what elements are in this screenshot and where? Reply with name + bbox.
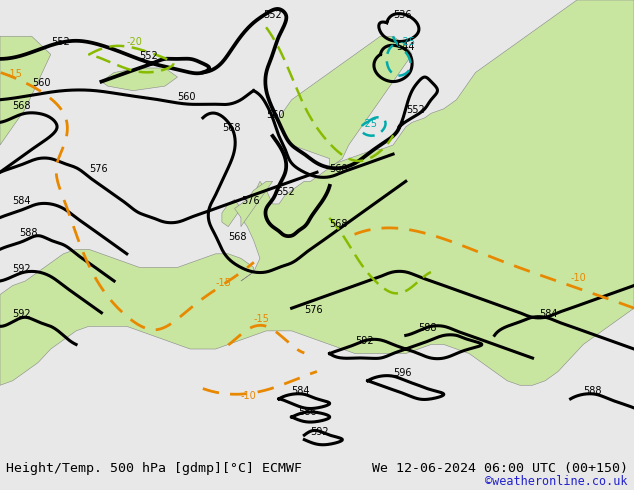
- Polygon shape: [235, 181, 273, 226]
- Text: 584: 584: [292, 386, 310, 396]
- Text: 568: 568: [222, 123, 240, 133]
- Text: 584: 584: [539, 309, 557, 319]
- Text: -15: -15: [216, 277, 231, 288]
- Text: 584: 584: [13, 196, 31, 206]
- Text: -15: -15: [6, 69, 22, 79]
- Text: -10: -10: [571, 273, 586, 283]
- Text: 568: 568: [330, 219, 348, 229]
- Text: 576: 576: [89, 164, 107, 174]
- Text: -10: -10: [241, 391, 257, 401]
- Text: 568: 568: [228, 232, 247, 242]
- Text: -25: -25: [399, 37, 415, 48]
- Polygon shape: [279, 36, 412, 168]
- Text: 544: 544: [396, 42, 415, 52]
- Text: 592: 592: [13, 309, 31, 319]
- Polygon shape: [222, 199, 241, 226]
- Text: We 12-06-2024 06:00 UTC (00+150): We 12-06-2024 06:00 UTC (00+150): [372, 463, 628, 475]
- Text: 536: 536: [393, 10, 412, 20]
- Text: 586: 586: [298, 407, 316, 416]
- Text: 588: 588: [583, 386, 602, 396]
- Text: 552: 552: [263, 10, 282, 20]
- Text: 592: 592: [355, 337, 373, 346]
- Polygon shape: [0, 0, 634, 385]
- Text: 552: 552: [406, 105, 425, 115]
- Text: 552: 552: [139, 51, 158, 61]
- Text: 560: 560: [266, 110, 285, 120]
- Text: 552: 552: [276, 187, 295, 197]
- Text: 576: 576: [241, 196, 259, 206]
- Text: 596: 596: [393, 368, 411, 378]
- Text: 560: 560: [330, 164, 348, 174]
- Text: 568: 568: [13, 101, 31, 111]
- Text: -15: -15: [254, 314, 269, 324]
- Text: 588: 588: [19, 228, 37, 238]
- Text: 592: 592: [311, 427, 329, 437]
- Text: 560: 560: [178, 92, 196, 102]
- Polygon shape: [0, 36, 51, 145]
- Text: -20: -20: [127, 37, 143, 48]
- Polygon shape: [101, 68, 178, 91]
- Text: 576: 576: [304, 305, 323, 315]
- Text: 552: 552: [51, 37, 70, 48]
- Text: 592: 592: [13, 264, 31, 274]
- Text: 560: 560: [32, 78, 50, 88]
- Text: Height/Temp. 500 hPa [gdmp][°C] ECMWF: Height/Temp. 500 hPa [gdmp][°C] ECMWF: [6, 463, 302, 475]
- Text: ©weatheronline.co.uk: ©weatheronline.co.uk: [485, 475, 628, 488]
- Text: 588: 588: [418, 323, 437, 333]
- Text: -25: -25: [361, 119, 377, 129]
